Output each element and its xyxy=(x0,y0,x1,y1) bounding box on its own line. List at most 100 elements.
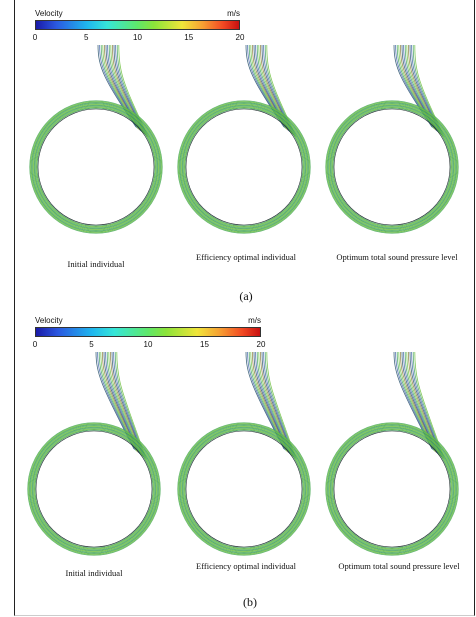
legend-tick: 15 xyxy=(184,33,194,42)
legend-ticks: 0 5 10 15 20 xyxy=(32,340,266,350)
spiral-streamline xyxy=(330,427,454,551)
spiral-streamline xyxy=(327,102,457,232)
spiral-streamline xyxy=(28,423,160,555)
volute-inner-wall xyxy=(37,108,155,226)
spiral-streamline xyxy=(177,100,311,234)
spiral-streamline xyxy=(30,425,158,553)
spiral-streamline xyxy=(34,105,158,229)
spiral-streamline xyxy=(183,106,305,228)
spiral-streamline xyxy=(329,426,455,552)
spiral-streamline xyxy=(35,106,157,228)
inlet-streamline xyxy=(406,351,441,456)
caption-efficiency-optimal: Efficiency optimal individual xyxy=(196,561,296,571)
spiral-streamline xyxy=(325,100,459,234)
spiral-streamline xyxy=(328,425,456,553)
spiral-streamline xyxy=(27,422,161,556)
spiral-streamline xyxy=(331,106,453,228)
spiral-streamline xyxy=(32,103,160,231)
legend-tick: 15 xyxy=(200,340,209,349)
spiral-streamline xyxy=(180,103,308,231)
spiral-streamline xyxy=(179,424,309,554)
volute-streamline-efficiency-a xyxy=(177,44,311,234)
streamline-bundle xyxy=(325,351,459,556)
caption-optimum-sound: Optimum total sound pressure level xyxy=(336,252,458,262)
panel-label-b: (b) xyxy=(243,595,257,609)
panel-label-a: (a) xyxy=(239,289,253,303)
spiral-streamline xyxy=(182,427,306,551)
volute-inner-wall xyxy=(333,108,451,226)
spiral-streamline xyxy=(178,423,310,555)
legend-tick: 5 xyxy=(89,340,94,349)
spiral-streamline xyxy=(332,429,452,549)
spiral-streamline xyxy=(178,101,310,233)
streamline-bundle xyxy=(325,44,459,234)
spiral-streamline xyxy=(30,101,162,233)
spiral-streamline xyxy=(177,422,311,556)
caption-optimum-sound: Optimum total sound pressure level xyxy=(338,561,460,571)
volute-streamline-sound-a xyxy=(325,44,459,234)
spiral-streamline xyxy=(32,427,156,551)
spiral-streamline xyxy=(332,107,452,227)
spiral-streamline xyxy=(327,424,457,554)
legend-tick: 0 xyxy=(32,340,38,349)
caption-initial-individual: Initial individual xyxy=(65,568,123,578)
legend-tick: 20 xyxy=(256,340,266,349)
spiral-streamline xyxy=(179,102,309,232)
spiral-streamline xyxy=(325,422,459,556)
inlet-streamline xyxy=(258,44,293,134)
legend-ticks: 0 5 10 15 20 xyxy=(32,33,245,43)
legend-tick: 20 xyxy=(235,33,245,42)
spiral-streamline xyxy=(180,103,308,231)
inlet-streamline xyxy=(406,44,441,134)
spiral-streamline xyxy=(331,428,453,550)
panel-b: Velocity m/s 0 5 10 15 20 Initial indivi… xyxy=(16,308,474,613)
spiral-streamline xyxy=(29,424,159,554)
spiral-streamline xyxy=(181,426,307,552)
velocity-colorbar xyxy=(35,327,261,337)
inlet-streamline xyxy=(110,44,145,134)
spiral-streamline xyxy=(330,105,454,229)
spiral-streamline xyxy=(182,105,306,229)
caption-initial-individual: Initial individual xyxy=(67,259,125,269)
spiral-streamline xyxy=(329,104,455,230)
spiral-streamline xyxy=(33,428,155,550)
legend-tick: 10 xyxy=(143,340,153,349)
volute-streamline-initial-b xyxy=(27,351,161,556)
spiral-streamline xyxy=(32,103,160,231)
legend-tick: 0 xyxy=(32,33,38,42)
volute-inner-wall xyxy=(333,430,451,548)
streamline-bundle xyxy=(27,351,161,556)
panel-a: Velocity m/s 0 5 10 15 20 Initial indivi… xyxy=(16,0,474,310)
streamline-bundle xyxy=(177,351,311,556)
inlet-streamline xyxy=(108,351,143,456)
spiral-streamline xyxy=(183,428,305,550)
spiral-streamline xyxy=(328,103,456,231)
spiral-streamline xyxy=(180,425,308,553)
spiral-streamline xyxy=(180,425,308,553)
volute-streamline-initial-a xyxy=(29,44,163,234)
spiral-streamline xyxy=(34,429,154,549)
legend-tick: 10 xyxy=(133,33,142,42)
spiral-streamline xyxy=(328,103,456,231)
volute-streamline-sound-b xyxy=(325,351,459,556)
volute-streamline-efficiency-b xyxy=(177,351,311,556)
volute-inner-wall xyxy=(185,430,303,548)
spiral-streamline xyxy=(36,107,156,227)
inlet-streamline xyxy=(116,351,147,460)
spiral-streamline xyxy=(31,102,161,232)
spiral-streamline xyxy=(326,423,458,555)
spiral-streamline xyxy=(184,107,304,227)
caption-efficiency-optimal: Efficiency optimal individual xyxy=(196,252,296,262)
legend-title: Velocity xyxy=(35,9,63,18)
inlet-streamline xyxy=(258,351,293,456)
inlet-streamline xyxy=(414,351,445,460)
spiral-streamline xyxy=(31,426,157,552)
streamline-bundle xyxy=(177,44,311,234)
spiral-streamline xyxy=(328,425,456,553)
spiral-streamline xyxy=(184,429,304,549)
streamline-bundle xyxy=(29,44,163,234)
spiral-streamline xyxy=(326,101,458,233)
spiral-streamline xyxy=(29,100,163,234)
spiral-streamline xyxy=(181,104,307,230)
legend-tick: 5 xyxy=(84,33,89,42)
